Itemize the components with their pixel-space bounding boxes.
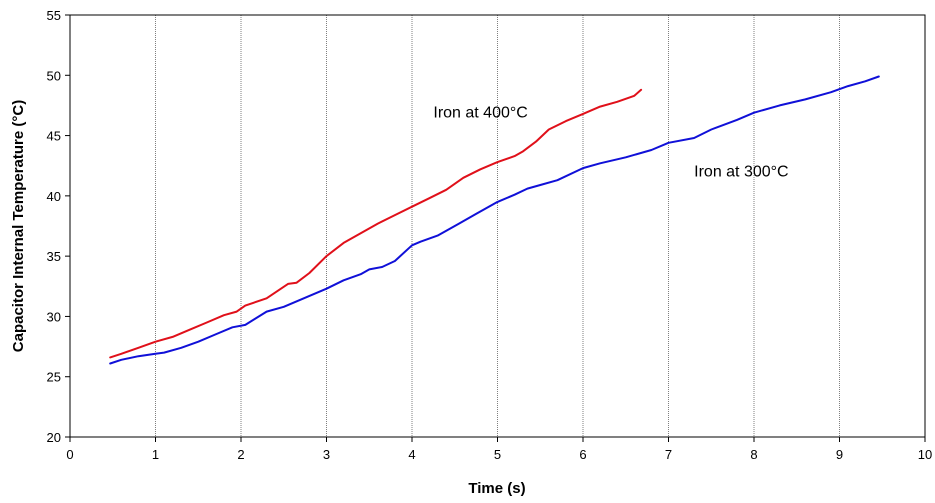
y-tick-label: 50 [47,68,61,83]
x-tick-label: 3 [323,447,330,462]
x-tick-label: 7 [665,447,672,462]
x-tick-label: 2 [237,447,244,462]
series-line-1 [109,75,880,365]
x-tick-label: 9 [836,447,843,462]
annotation-label: Iron at 400°C [433,104,527,121]
y-tick-label: 35 [47,249,61,264]
x-tick-label: 8 [750,447,757,462]
y-tick-label: 45 [47,129,61,144]
x-axis-title: Time (s) [468,480,525,497]
x-tick-label: 0 [66,447,73,462]
x-tick-label: 10 [918,447,932,462]
y-tick-label: 30 [47,309,61,324]
y-axis-title: Capacitor Internal Temperature (°C) [10,100,27,352]
series-lines [109,75,880,365]
y-tick-label: 20 [47,430,61,445]
x-axis: 0 1 2 3 4 5 6 7 8 9 10 [66,437,932,462]
y-axis: 20 25 30 35 40 45 50 55 [47,8,70,445]
x-tick-label: 1 [152,447,159,462]
gridlines [155,15,840,437]
y-tick-label: 25 [47,370,61,385]
annotations: Iron at 400°C Iron at 300°C [433,104,788,180]
series-line-0 [109,88,643,359]
y-tick-label: 55 [47,8,61,23]
annotation-label: Iron at 300°C [694,164,788,181]
y-tick-label: 40 [47,189,61,204]
x-tick-label: 5 [494,447,501,462]
x-tick-label: 6 [579,447,586,462]
x-tick-label: 4 [408,447,415,462]
